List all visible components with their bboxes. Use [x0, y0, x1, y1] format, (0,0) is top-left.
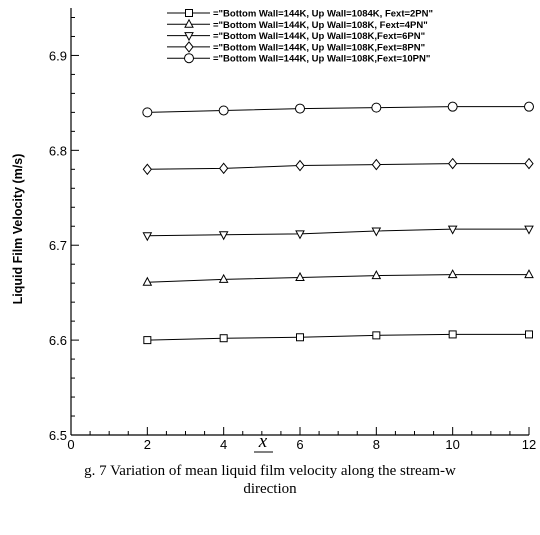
y-tick-label: 6.6: [49, 333, 67, 348]
plot-axes: 0 2 4 6 8 10 12 6.5 6.6 6.7 6.8 6.9: [49, 8, 536, 452]
legend-marker: [184, 18, 194, 28]
data-point: [219, 334, 228, 343]
x-axis-title-denominator: σ: [258, 458, 268, 460]
data-point: [371, 227, 382, 237]
series-line: [147, 106, 529, 113]
data-point: [448, 330, 457, 339]
data-point: [218, 231, 229, 241]
legend: ="Bottom Wall=144K, Up Wall=1084K, Fext=…: [167, 9, 433, 65]
data-point: [219, 162, 229, 175]
y-tick-label: 6.9: [49, 48, 67, 63]
data-point: [143, 336, 152, 345]
legend-entry: ="Bottom Wall=144K, Up Wall=108K,Fext=6P…: [167, 31, 425, 42]
data-point: [525, 330, 533, 339]
data-point: [524, 157, 534, 170]
y-axis-title: Liquid Film Velocity (m/s): [11, 154, 25, 305]
x-tick-label: 2: [144, 437, 151, 452]
series-5: [142, 101, 534, 118]
legend-label: ="Bottom Wall=144K, Up Wall=108K, Fext=4…: [213, 20, 428, 31]
series-3: [142, 225, 534, 242]
data-point: [218, 105, 229, 116]
legend-entry: ="Bottom Wall=144K, Up Wall=1084K, Fext=…: [167, 9, 433, 20]
series-2: [142, 269, 534, 286]
y-tick-label: 6.5: [49, 428, 67, 443]
series-1: [143, 330, 533, 345]
data-point: [295, 230, 305, 240]
x-tick-label: 8: [373, 437, 380, 452]
data-point: [448, 157, 458, 170]
series-line: [147, 274, 529, 283]
data-point: [524, 269, 534, 279]
legend-marker: [184, 32, 194, 42]
legend-marker: [184, 41, 194, 53]
legend-entry: ="Bottom Wall=144K, Up Wall=108K,Fext=8P…: [167, 41, 425, 53]
series-4: [142, 157, 534, 176]
data-point: [372, 331, 381, 340]
legend-marker: [184, 53, 194, 64]
data-point: [447, 101, 458, 112]
legend-label: ="Bottom Wall=144K, Up Wall=108K,Fext=8P…: [213, 42, 425, 53]
legend-label: ="Bottom Wall=144K, Up Wall=1084K, Fext=…: [213, 9, 433, 20]
data-point: [218, 273, 229, 283]
data-point: [524, 225, 534, 235]
y-tick-label: 6.8: [49, 143, 67, 158]
x-tick-label: 0: [67, 437, 74, 452]
series-line: [147, 228, 529, 237]
legend-marker: [185, 9, 193, 17]
data-point: [371, 102, 382, 113]
data-point: [142, 232, 153, 242]
chart: 0 2 4 6 8 10 12 6.5 6.6 6.7 6.8 6.9 ="Bottom Wall=1…: [11, 8, 536, 460]
data-point: [142, 107, 153, 118]
legend-entry: ="Bottom Wall=144K, Up Wall=108K,Fext=10…: [167, 53, 430, 65]
x-tick-label: 12: [522, 437, 536, 452]
x-tick-label: 6: [296, 437, 303, 452]
series-layer: [142, 101, 534, 345]
caption-line-2: direction: [243, 481, 297, 497]
y-tick-label: 6.7: [49, 238, 67, 253]
data-point: [371, 158, 381, 171]
x-tick-label: 4: [220, 437, 227, 452]
data-point: [447, 269, 458, 279]
figure-caption: g. 7 Variation of mean liquid film veloc…: [0, 462, 540, 498]
data-point: [142, 163, 152, 176]
x-tick-label: 10: [445, 437, 459, 452]
data-point: [447, 225, 458, 235]
data-point: [295, 103, 305, 114]
data-point: [524, 101, 534, 112]
caption-line-1: g. 7 Variation of mean liquid film veloc…: [84, 463, 456, 479]
data-point: [371, 270, 382, 280]
series-line: [147, 333, 529, 341]
x-axis-title-numerator: x: [258, 431, 268, 452]
series-line: [147, 163, 529, 170]
legend-label: ="Bottom Wall=144K, Up Wall=108K,Fext=6P…: [213, 31, 425, 42]
data-point: [142, 276, 153, 286]
data-point: [295, 271, 305, 281]
legend-label: ="Bottom Wall=144K, Up Wall=108K,Fext=10…: [213, 54, 430, 65]
data-point: [296, 333, 304, 342]
legend-entry: ="Bottom Wall=144K, Up Wall=108K, Fext=4…: [167, 18, 428, 31]
data-point: [295, 159, 305, 172]
